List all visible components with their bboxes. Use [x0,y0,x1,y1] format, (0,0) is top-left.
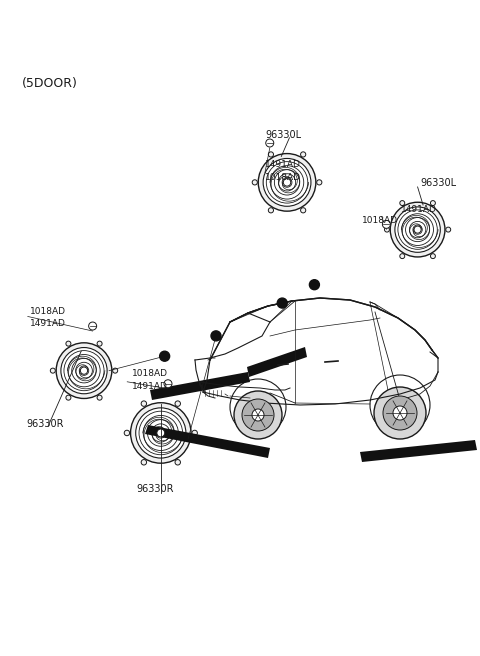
Text: 1491AD: 1491AD [30,319,66,329]
Circle shape [211,331,221,341]
Polygon shape [247,347,307,377]
Circle shape [317,180,322,185]
Circle shape [431,254,435,258]
Circle shape [157,429,165,437]
Text: 1491AD: 1491AD [132,382,168,391]
Text: 1018AD: 1018AD [362,216,398,226]
Circle shape [89,322,96,330]
Circle shape [268,152,274,157]
Text: 96330R: 96330R [26,419,64,428]
Circle shape [252,409,264,421]
Circle shape [390,202,445,257]
Text: 1018AD: 1018AD [265,173,301,182]
Circle shape [136,408,186,458]
Circle shape [268,208,274,213]
Circle shape [400,201,405,205]
Circle shape [263,159,311,206]
Circle shape [97,395,102,400]
Circle shape [277,298,287,308]
Text: 96330L: 96330L [420,178,456,188]
Circle shape [80,367,88,375]
Text: 1018AD: 1018AD [30,307,66,316]
Text: (5DOOR): (5DOOR) [22,77,77,91]
Circle shape [175,460,180,465]
Circle shape [400,254,405,258]
Circle shape [374,387,426,439]
Text: 1018AD: 1018AD [132,369,168,378]
Circle shape [414,226,421,233]
Circle shape [234,391,282,439]
Circle shape [431,201,435,205]
Circle shape [395,207,440,253]
Polygon shape [145,425,270,458]
Circle shape [384,227,389,232]
Circle shape [383,220,390,228]
Circle shape [97,341,102,346]
Polygon shape [360,440,477,462]
Circle shape [383,396,417,430]
Circle shape [164,380,172,388]
Circle shape [141,460,146,465]
Text: 1491AD: 1491AD [265,160,301,169]
Text: 96330R: 96330R [137,484,174,494]
Circle shape [66,395,71,400]
Circle shape [56,343,112,398]
Circle shape [310,279,319,290]
Text: 1491AD: 1491AD [401,205,437,214]
Circle shape [131,403,191,463]
Circle shape [258,154,316,211]
Circle shape [300,152,306,157]
Circle shape [446,227,451,232]
Polygon shape [150,372,250,400]
Circle shape [283,178,291,186]
Circle shape [252,180,257,185]
Text: 96330L: 96330L [265,130,301,140]
Circle shape [124,430,130,436]
Circle shape [192,430,197,436]
Circle shape [160,351,169,361]
Circle shape [393,406,407,420]
Circle shape [175,401,180,406]
Circle shape [242,399,274,431]
Circle shape [50,368,55,373]
Circle shape [113,368,118,373]
Circle shape [66,341,71,346]
Circle shape [141,401,146,406]
Circle shape [266,139,274,147]
Circle shape [61,348,107,394]
Circle shape [300,208,306,213]
